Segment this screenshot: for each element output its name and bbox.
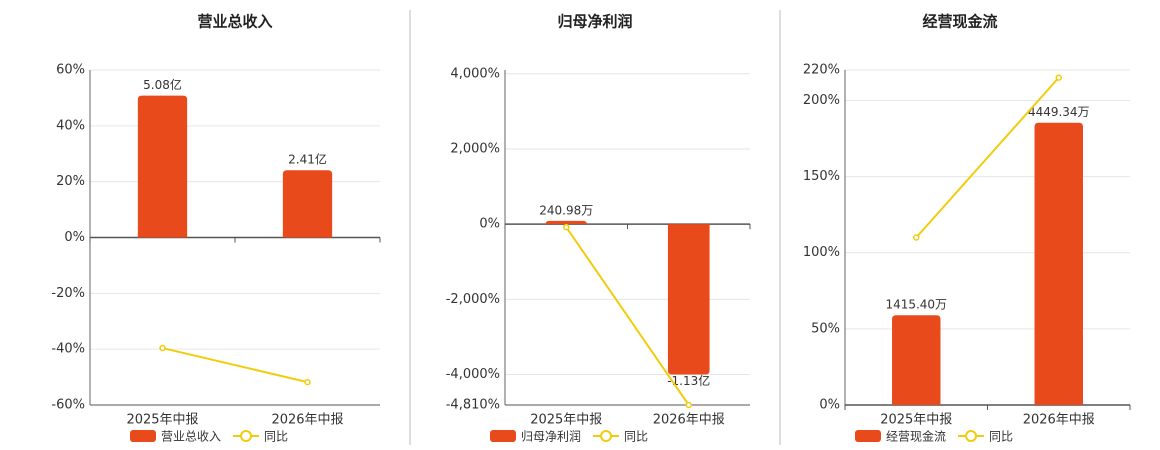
legend-label: 归母净利润	[521, 430, 581, 444]
y-tick-label: 2,000%	[450, 141, 500, 156]
y-tick-label: 220%	[803, 63, 840, 78]
legend-swatch	[490, 430, 516, 442]
x-tick-label: 2025年中报	[530, 413, 602, 428]
value-label: -1.13亿	[667, 373, 710, 388]
value-label: 1415.40万	[885, 298, 947, 312]
value-label: 2.41亿	[288, 152, 327, 167]
point	[1055, 74, 1062, 81]
point	[685, 401, 692, 409]
bar	[545, 220, 588, 225]
point	[563, 223, 570, 231]
y-tick-label: 20%	[56, 174, 85, 189]
y-tick-label: -20%	[51, 286, 85, 301]
y-tick-label: 40%	[56, 118, 85, 133]
y-tick-label: -4,810%	[446, 398, 500, 413]
y-tick-label: 60%	[56, 63, 85, 78]
bar	[892, 315, 941, 405]
x-tick-label: 2025年中报	[126, 413, 198, 428]
bar	[667, 224, 710, 375]
legend-label: 同比	[624, 430, 648, 444]
line	[565, 226, 690, 406]
point	[159, 344, 166, 352]
legend-swatch	[855, 430, 881, 442]
y-tick-label: 100%	[803, 245, 840, 260]
chart-title: 经营现金流	[922, 13, 997, 31]
y-tick-label: 0%	[479, 217, 500, 232]
legend-label: 经营现金流	[886, 429, 946, 444]
x-tick-label: 2026年中报	[271, 413, 343, 428]
value-label: 5.08亿	[143, 77, 182, 92]
y-tick-label: 0%	[819, 398, 840, 413]
value-label: 240.98万	[539, 203, 593, 217]
x-tick-label: 2026年中报	[653, 413, 725, 428]
y-tick-label: 4,000%	[450, 66, 500, 81]
line	[162, 347, 308, 384]
legend-swatch	[130, 430, 156, 442]
line	[915, 76, 1060, 239]
y-tick-label: -60%	[51, 398, 85, 413]
bar	[137, 95, 188, 238]
y-tick-label: -4,000%	[446, 367, 500, 382]
bar	[1034, 122, 1083, 406]
value-label: 4449.34万	[1028, 105, 1090, 119]
chart-title: 归母净利润	[557, 13, 632, 31]
legend-label: 营业总收入	[161, 430, 221, 444]
x-tick-label: 2026年中报	[1023, 413, 1095, 428]
bar	[282, 170, 333, 238]
y-tick-label: -40%	[51, 342, 85, 357]
y-tick-label: -2,000%	[446, 292, 500, 307]
legend-label: 同比	[264, 430, 288, 444]
point	[913, 234, 920, 241]
x-tick-label: 2025年中报	[880, 413, 952, 428]
legend-swatch	[965, 430, 978, 442]
y-tick-label: 50%	[811, 321, 840, 336]
legend-swatch	[240, 430, 253, 442]
legend-swatch	[600, 430, 613, 442]
y-tick-label: 200%	[803, 93, 840, 108]
y-tick-label: 0%	[64, 230, 85, 245]
legend-label: 同比	[989, 430, 1013, 444]
y-tick-label: 150%	[803, 169, 840, 184]
point	[304, 378, 311, 386]
chart-title: 营业总收入	[197, 13, 272, 31]
